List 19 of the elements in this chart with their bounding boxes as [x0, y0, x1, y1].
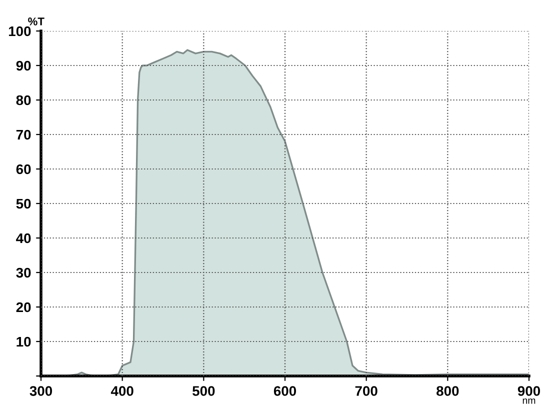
y-tick-label: 40: [16, 233, 31, 244]
x-tick-label: 300: [30, 386, 52, 396]
y-axis-title: %T: [28, 18, 44, 26]
y-tick-label: 30: [16, 268, 31, 278]
x-axis-title: nm: [522, 398, 536, 404]
y-tick-label: 20: [16, 302, 31, 312]
y-tick-label: 90: [16, 60, 31, 71]
x-tick-label: 700: [355, 386, 378, 396]
x-tick-label: 600: [274, 386, 296, 396]
y-tick-label: 70: [16, 130, 31, 140]
y-tick-label: 60: [16, 164, 31, 174]
x-tick-label: 800: [436, 386, 459, 396]
y-tick-label: 80: [16, 95, 31, 106]
y-tick-label: 50: [16, 198, 31, 209]
x-tick-label: 500: [192, 386, 215, 396]
x-tick-label: 400: [110, 386, 134, 396]
x-tick-label: 900: [518, 386, 540, 396]
y-tick-label: 10: [16, 336, 31, 347]
y-tick-label: 100: [8, 26, 31, 36]
